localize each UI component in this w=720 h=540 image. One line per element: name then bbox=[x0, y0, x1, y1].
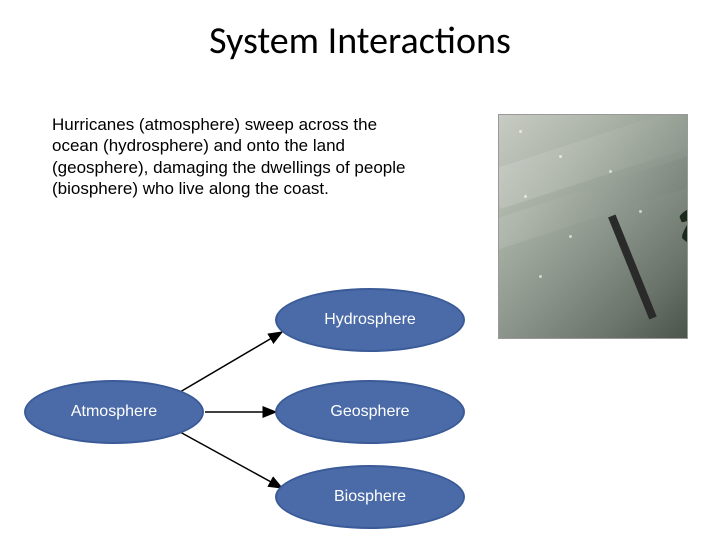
node-geosphere: Geosphere bbox=[275, 380, 465, 444]
node-hydrosphere: Hydrosphere bbox=[275, 288, 465, 352]
body-paragraph: Hurricanes (atmosphere) sweep across the… bbox=[52, 114, 412, 199]
edge-atmosphere-to-hydrosphere bbox=[180, 332, 282, 392]
page-title: System Interactions bbox=[0, 0, 720, 64]
node-atmosphere: Atmosphere bbox=[24, 380, 204, 444]
hurricane-photo bbox=[498, 114, 688, 339]
edge-atmosphere-to-biosphere bbox=[180, 432, 282, 488]
node-biosphere: Biosphere bbox=[275, 465, 465, 529]
